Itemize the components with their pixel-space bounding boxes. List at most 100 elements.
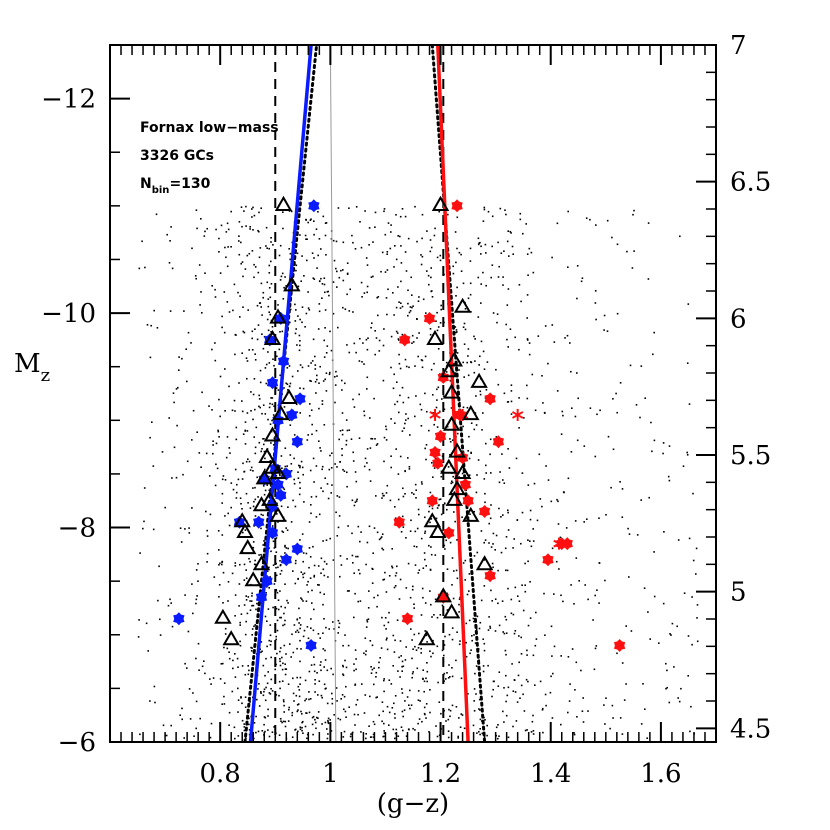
gc-point (487, 664, 489, 667)
gc-point (173, 446, 176, 449)
gc-point (495, 436, 498, 438)
gc-point (256, 338, 259, 341)
gc-point (472, 617, 475, 620)
gc-point (593, 668, 596, 671)
gc-point (252, 604, 255, 607)
gc-point (251, 595, 253, 597)
gc-point (249, 226, 251, 228)
gc-point (322, 490, 324, 493)
gc-point (279, 564, 282, 567)
gc-point (549, 691, 552, 694)
gc-point (420, 614, 423, 616)
gc-point (640, 365, 643, 367)
gc-point (226, 301, 229, 303)
gc-point (518, 284, 521, 286)
gc-point (436, 735, 439, 738)
gc-point (258, 394, 260, 397)
gc-point (402, 715, 404, 718)
gc-point (257, 496, 259, 498)
gc-point (502, 276, 504, 278)
gc-point (609, 727, 611, 730)
gc-point (394, 403, 396, 406)
gc-point (342, 468, 344, 471)
gc-point (283, 711, 285, 713)
gc-point (265, 686, 267, 689)
gc-point (346, 262, 349, 264)
triangle-marker (423, 512, 442, 528)
gc-point (277, 304, 279, 306)
gc-point (260, 282, 263, 285)
gc-point (280, 605, 282, 608)
triangle-marker (263, 458, 282, 474)
gc-point (138, 267, 141, 270)
gc-point (191, 439, 193, 441)
gc-point (365, 733, 367, 735)
gc-point (269, 693, 272, 695)
gc-point (586, 518, 588, 520)
gc-point (422, 298, 425, 301)
gc-point (522, 232, 524, 235)
gc-point (605, 697, 607, 699)
gc-point (320, 572, 322, 574)
y-tick-label: −8 (58, 514, 96, 544)
gc-point (512, 725, 514, 728)
gc-point (301, 729, 303, 732)
triangle-marker (448, 442, 466, 458)
gc-point (206, 552, 209, 555)
gc-point (395, 448, 397, 450)
gc-point (351, 234, 353, 237)
triangle-marker (280, 388, 298, 404)
gc-point (437, 326, 440, 328)
gc-point (270, 241, 272, 243)
gc-point (505, 714, 508, 717)
gc-point (244, 673, 247, 676)
gc-point (326, 737, 329, 740)
gc-point (273, 364, 275, 367)
gc-point (482, 412, 484, 414)
gc-point (284, 546, 286, 548)
gc-point (223, 695, 225, 698)
gc-point (184, 594, 186, 596)
gc-point (409, 306, 412, 308)
gc-point (553, 341, 556, 343)
gc-point (604, 723, 606, 725)
gc-point (475, 424, 478, 426)
gc-point (288, 706, 290, 709)
gc-point (266, 247, 268, 249)
gc-point (319, 447, 321, 449)
gc-point (346, 272, 349, 275)
gc-point (218, 596, 220, 598)
gc-point (521, 472, 524, 474)
gc-point (445, 371, 448, 373)
gc-point (347, 525, 349, 527)
gc-point (584, 584, 586, 586)
gc-point (580, 669, 582, 672)
gc-point (334, 401, 336, 404)
gc-point (240, 696, 242, 698)
gc-point (187, 630, 190, 633)
gc-point (401, 515, 404, 518)
gc-point (268, 272, 271, 274)
gc-point (547, 362, 549, 365)
gc-point (356, 699, 359, 701)
gc-point (453, 570, 455, 572)
gc-point (489, 517, 492, 520)
gc-point (595, 318, 597, 321)
gc-point (525, 223, 527, 225)
gc-point (401, 665, 403, 668)
gc-point (330, 667, 332, 670)
gc-point (696, 604, 699, 606)
gc-point (355, 703, 357, 706)
gc-point (345, 716, 347, 718)
gc-point (483, 642, 486, 645)
gc-point (446, 672, 448, 674)
gc-point (414, 365, 416, 367)
gc-point (218, 564, 220, 566)
gc-point (594, 302, 597, 304)
gc-point (304, 234, 307, 237)
gc-point (500, 551, 503, 554)
gc-point (306, 238, 308, 240)
gc-point (507, 529, 510, 531)
gc-point (139, 552, 141, 554)
gc-point (461, 472, 464, 475)
